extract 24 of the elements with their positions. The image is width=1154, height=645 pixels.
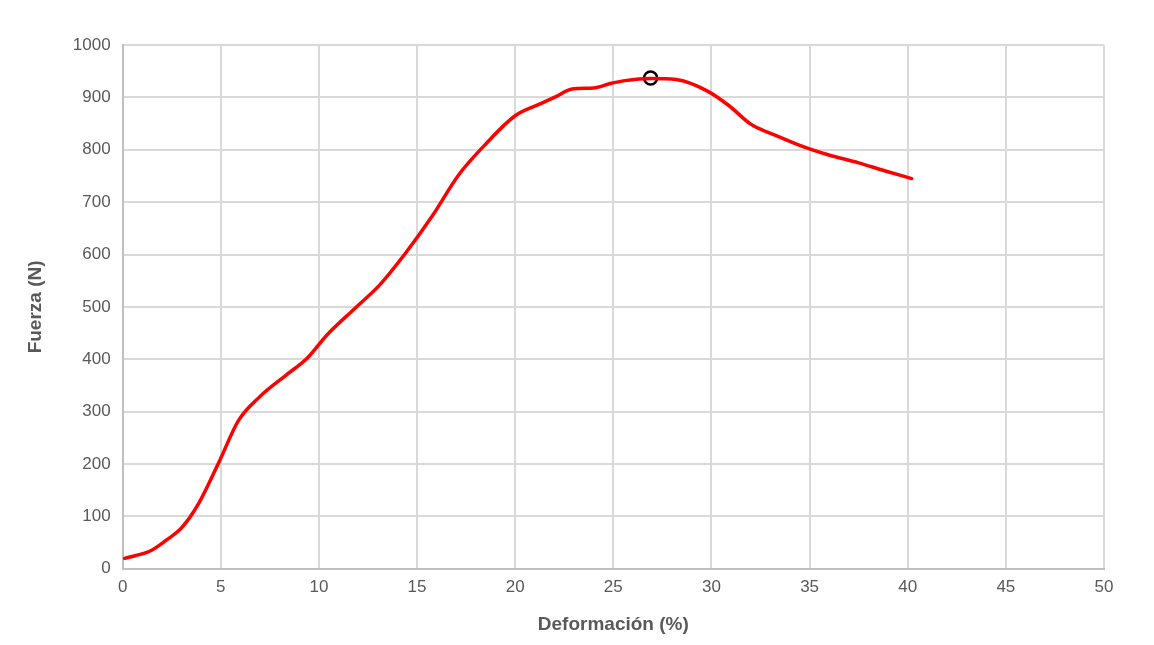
y-tick-label: 800 bbox=[82, 139, 111, 159]
x-tick-label: 0 bbox=[117, 576, 128, 596]
y-tick-label: 900 bbox=[82, 87, 111, 107]
x-tick-label: 50 bbox=[1094, 576, 1114, 596]
x-tick-label: 25 bbox=[603, 576, 623, 596]
y-tick-label: 1000 bbox=[72, 34, 111, 54]
y-tick-label: 200 bbox=[82, 453, 111, 473]
x-tick-label: 45 bbox=[996, 576, 1016, 596]
x-tick-label: 35 bbox=[800, 576, 820, 596]
y-tick-label: 500 bbox=[82, 296, 111, 316]
y-tick-label: 400 bbox=[82, 348, 111, 368]
x-tick-label: 15 bbox=[407, 576, 427, 596]
x-tick-label: 30 bbox=[701, 576, 721, 596]
x-tick-label: 10 bbox=[309, 576, 329, 596]
x-axis-title: Deformación (%) bbox=[537, 612, 689, 634]
y-tick-label: 700 bbox=[82, 191, 111, 211]
x-tick-label: 5 bbox=[216, 576, 226, 596]
y-tick-label: 600 bbox=[82, 244, 111, 264]
y-tick-label: 300 bbox=[82, 401, 111, 421]
x-tick-label: 20 bbox=[505, 576, 525, 596]
y-tick-label: 100 bbox=[82, 506, 111, 526]
y-axis-title: Fuerza (N) bbox=[23, 260, 45, 354]
y-tick-label: 0 bbox=[101, 558, 111, 578]
x-tick-label: 40 bbox=[898, 576, 918, 596]
